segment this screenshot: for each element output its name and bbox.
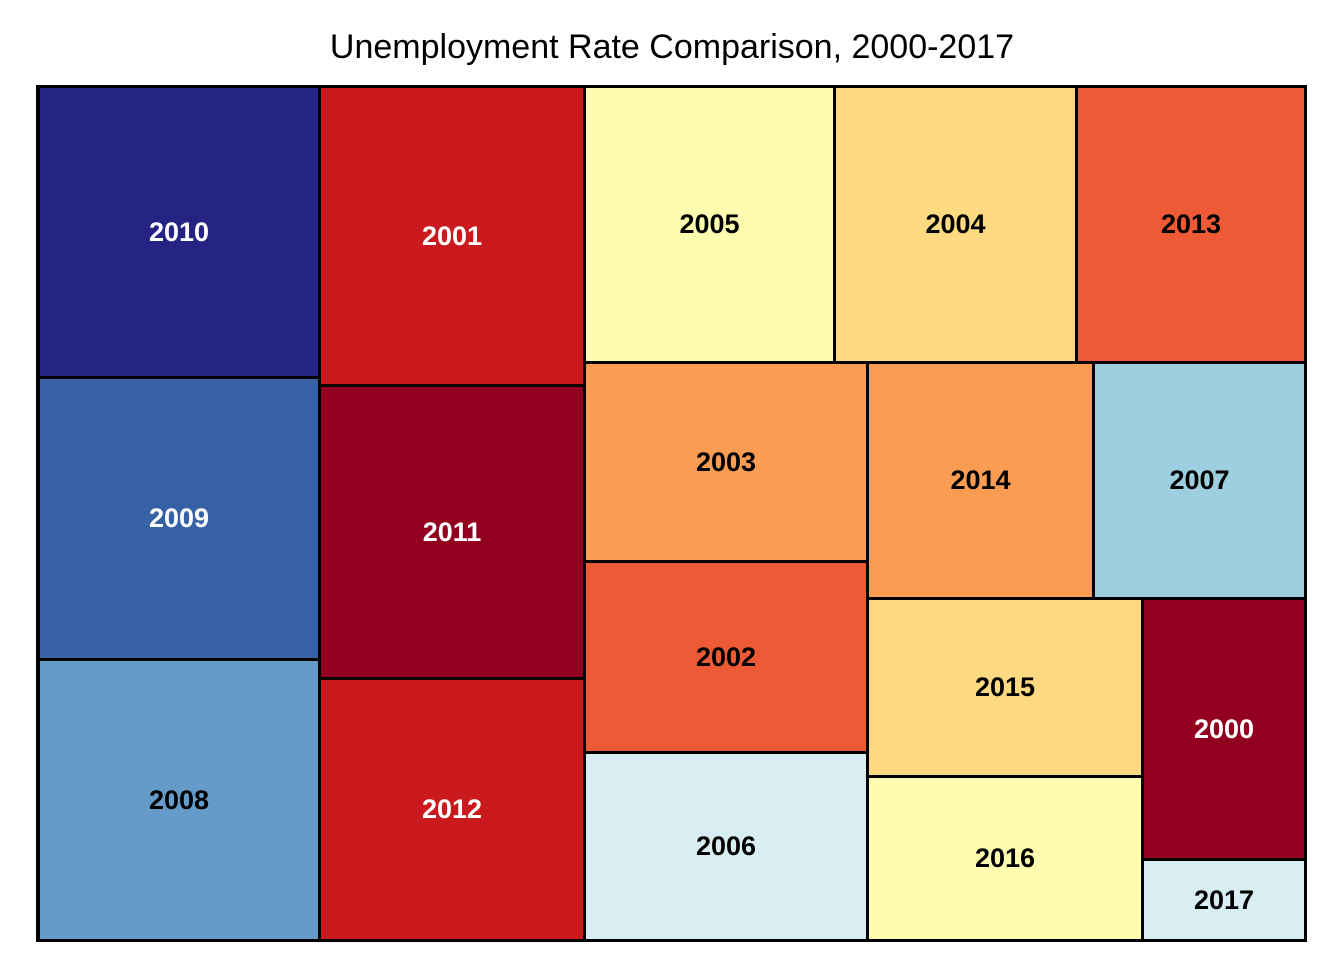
treemap-cell-2004: 2004 bbox=[833, 85, 1078, 364]
treemap-cell-label: 2016 bbox=[974, 843, 1036, 873]
treemap-cell-label: 2013 bbox=[1160, 209, 1222, 239]
treemap-cell-2015: 2015 bbox=[866, 597, 1144, 778]
treemap-cell-label: 2002 bbox=[695, 641, 757, 672]
treemap-cell-label: 2017 bbox=[1193, 884, 1255, 915]
treemap-cell-2008: 2008 bbox=[37, 658, 321, 942]
treemap-cell-2006: 2006 bbox=[583, 751, 869, 942]
treemap-cell-2012: 2012 bbox=[318, 677, 586, 942]
treemap-cell-label: 2009 bbox=[148, 503, 210, 533]
treemap-cell-label: 2015 bbox=[974, 672, 1036, 702]
treemap-cell-label: 2001 bbox=[421, 220, 483, 251]
treemap-cell-label: 2012 bbox=[421, 794, 483, 824]
treemap-cell-label: 2007 bbox=[1169, 465, 1230, 495]
treemap-cell-label: 2014 bbox=[950, 465, 1011, 495]
treemap-cell-2017: 2017 bbox=[1141, 858, 1307, 942]
treemap-cell-2007: 2007 bbox=[1092, 361, 1307, 600]
treemap-cell-label: 2008 bbox=[148, 784, 210, 815]
treemap-cell-2010: 2010 bbox=[37, 85, 321, 379]
treemap-cell-2005: 2005 bbox=[583, 85, 836, 364]
treemap-cell-label: 2003 bbox=[695, 446, 757, 477]
chart-title: Unemployment Rate Comparison, 2000-2017 bbox=[329, 28, 1015, 66]
treemap-cell-2003: 2003 bbox=[583, 361, 869, 563]
treemap-cell-label: 2006 bbox=[695, 831, 757, 861]
treemap-cell-2014: 2014 bbox=[866, 361, 1095, 600]
treemap-cell-2016: 2016 bbox=[866, 775, 1144, 942]
treemap-cell-label: 2004 bbox=[925, 209, 986, 239]
treemap-cell-label: 2011 bbox=[422, 516, 482, 547]
treemap-cell-2002: 2002 bbox=[583, 560, 869, 754]
treemap-cell-label: 2010 bbox=[148, 216, 210, 247]
treemap-cell-label: 2000 bbox=[1193, 713, 1255, 744]
treemap-cell-2009: 2009 bbox=[37, 376, 321, 661]
treemap-cell-2000: 2000 bbox=[1141, 597, 1307, 861]
treemap-plot-area: 2010 2009 2008 2001 2011 2012 2005 2004 2013 2003… bbox=[36, 85, 1307, 942]
treemap-cell-2011: 2011 bbox=[318, 384, 586, 680]
treemap-cell-label: 2005 bbox=[679, 209, 740, 239]
treemap-cell-2001: 2001 bbox=[318, 85, 586, 387]
treemap-cell-2013: 2013 bbox=[1075, 85, 1307, 364]
